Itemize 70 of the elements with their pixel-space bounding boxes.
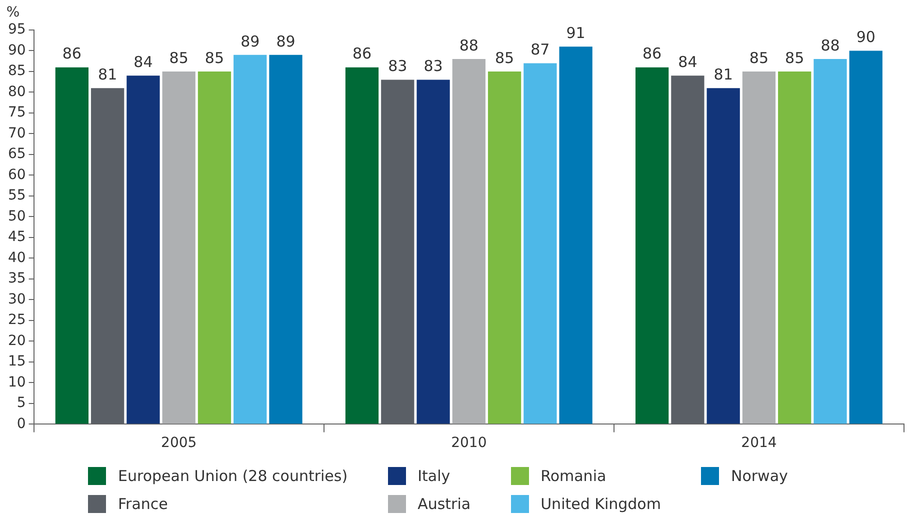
bar xyxy=(416,80,450,424)
bar xyxy=(162,71,196,424)
bar xyxy=(706,88,740,424)
legend-label: Italy xyxy=(418,467,450,485)
data-label: 84 xyxy=(134,53,153,72)
bar xyxy=(198,71,232,424)
y-tick-label: 35 xyxy=(8,270,26,287)
data-label: 81 xyxy=(714,65,733,84)
data-label: 90 xyxy=(856,28,876,46)
bar xyxy=(55,67,89,424)
bar xyxy=(742,71,776,424)
y-tick-label: 15 xyxy=(8,354,26,370)
bar xyxy=(849,50,882,424)
y-tick-label: 30 xyxy=(8,291,26,308)
y-tick-label: 50 xyxy=(8,208,26,224)
bar xyxy=(234,54,267,424)
y-tick-label: 5 xyxy=(16,395,26,412)
data-label: 88 xyxy=(459,36,478,54)
bar xyxy=(345,67,379,424)
bar xyxy=(778,71,812,424)
bar xyxy=(635,67,669,424)
data-label: 81 xyxy=(98,65,118,84)
bar xyxy=(524,63,557,424)
data-label: 87 xyxy=(530,40,550,59)
x-tick-label: 2005 xyxy=(161,435,197,452)
bar xyxy=(452,59,486,424)
y-tick-label: 70 xyxy=(8,125,26,142)
y-tick-label: 95 xyxy=(8,22,26,38)
y-tick-label: 75 xyxy=(8,104,26,121)
data-label: 88 xyxy=(820,36,840,54)
data-label: 85 xyxy=(749,48,769,67)
y-tick-label: 10 xyxy=(8,374,26,390)
bar xyxy=(488,71,522,424)
data-label: 85 xyxy=(169,48,188,67)
data-label: 86 xyxy=(62,44,82,63)
data-label: 86 xyxy=(642,44,662,63)
data-label: 84 xyxy=(678,53,698,72)
x-tick-label: 2014 xyxy=(741,435,777,452)
bar xyxy=(269,54,302,424)
y-tick-label: 25 xyxy=(8,312,26,328)
data-label: 89 xyxy=(276,32,296,50)
y-tick-label: 40 xyxy=(8,250,26,266)
legend-label: Romania xyxy=(540,467,606,485)
bar xyxy=(814,59,847,424)
data-label: 83 xyxy=(388,57,408,76)
data-label: 89 xyxy=(240,32,260,50)
bar xyxy=(559,46,592,424)
y-tick-label: 55 xyxy=(8,188,26,204)
data-label: 83 xyxy=(424,57,443,76)
y-tick-label: 90 xyxy=(8,42,26,58)
data-label: 91 xyxy=(566,24,586,42)
data-label: 86 xyxy=(352,44,372,63)
y-tick-label: 20 xyxy=(8,332,26,349)
legend-label: Norway xyxy=(730,467,788,485)
data-label: 85 xyxy=(494,48,514,67)
x-tick-label: 2010 xyxy=(451,435,487,452)
y-tick-label: 45 xyxy=(8,229,26,246)
data-label: 85 xyxy=(785,48,804,67)
legend-label: France xyxy=(118,495,168,513)
y-tick-label: 0 xyxy=(16,416,26,432)
legend-label: European Union (28 countries) xyxy=(118,467,348,485)
bar xyxy=(126,76,160,424)
y-tick-label: 65 xyxy=(8,146,26,162)
legend-label: United Kingdom xyxy=(540,495,661,513)
y-axis-title: % xyxy=(6,4,20,21)
y-tick-label: 60 xyxy=(8,166,26,183)
data-label: 85 xyxy=(204,48,224,67)
y-tick-label: 85 xyxy=(8,63,26,80)
legend-label: Austria xyxy=(418,495,471,513)
y-tick-label: 80 xyxy=(8,84,26,100)
